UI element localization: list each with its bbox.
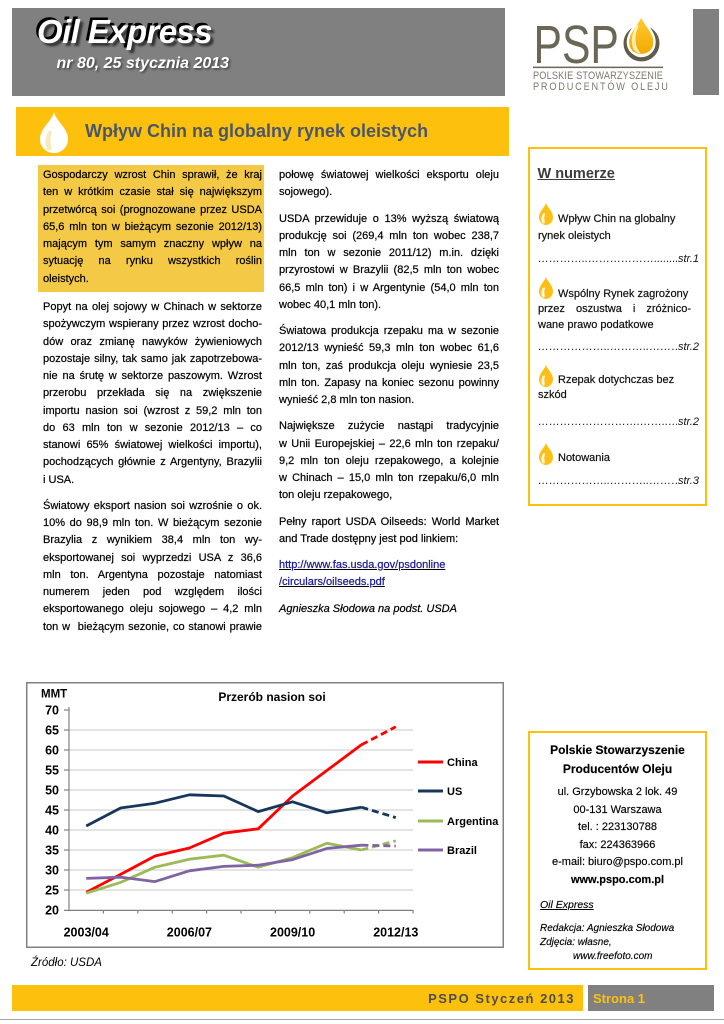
svg-text:50: 50 (45, 783, 59, 797)
svg-text:20: 20 (45, 903, 59, 917)
svg-text:60: 60 (45, 743, 59, 757)
svg-text:70: 70 (45, 703, 59, 717)
svg-text:45: 45 (45, 803, 59, 817)
svg-text:25: 25 (45, 883, 59, 897)
svg-text:2006/07: 2006/07 (167, 925, 212, 939)
svg-text:30: 30 (45, 863, 59, 877)
svg-text:China: China (447, 757, 478, 769)
svg-text:2012/13: 2012/13 (373, 925, 418, 939)
svg-text:POLSKIE STOWARZYSZENIE: POLSKIE STOWARZYSZENIE (533, 70, 663, 82)
svg-text:PRODUCENTÓW OLEJU: PRODUCENTÓW OLEJU (533, 79, 670, 93)
svg-text:65: 65 (45, 723, 59, 737)
svg-text:40: 40 (45, 823, 59, 837)
svg-text:PSP: PSP (534, 15, 619, 75)
svg-text:2009/10: 2009/10 (270, 925, 315, 939)
svg-text:US: US (447, 786, 462, 798)
svg-text:MMT: MMT (41, 688, 67, 700)
svg-text:Argentina: Argentina (447, 816, 499, 828)
svg-text:Przerób nasion soi: Przerób nasion soi (218, 690, 325, 704)
svg-text:Brazil: Brazil (447, 845, 477, 857)
svg-text:35: 35 (45, 843, 59, 857)
svg-text:2003/04: 2003/04 (64, 925, 109, 939)
svg-text:55: 55 (45, 763, 59, 777)
